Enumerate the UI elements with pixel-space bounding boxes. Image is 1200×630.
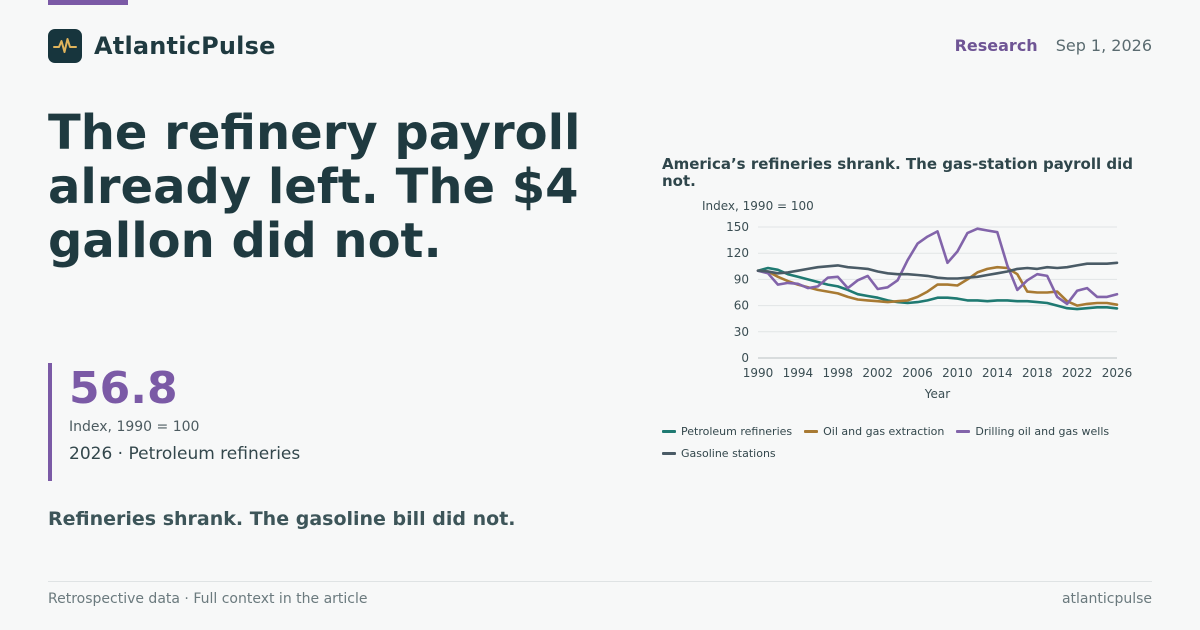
legend-swatch xyxy=(804,429,819,433)
section-link[interactable]: Research xyxy=(954,36,1038,55)
chart-legend: Petroleum refineries Oil and gas extracti… xyxy=(662,420,1152,464)
legend-swatch xyxy=(956,429,971,433)
legend-label: Oil and gas extraction xyxy=(823,424,945,438)
kpi-unit: Index, 1990 = 100 xyxy=(69,419,200,435)
x-tick-label: 2010 xyxy=(942,366,973,380)
series-line-petroleum-refineries xyxy=(756,266,1119,311)
legend-item: Oil and gas extraction xyxy=(804,420,944,442)
y-tick-label: 60 xyxy=(734,299,749,313)
footer-divider xyxy=(48,581,1152,582)
legend-label: Drilling oil and gas wells xyxy=(975,424,1110,438)
x-tick-label: 1990 xyxy=(743,366,774,380)
y-axis-label: Index, 1990 = 100 xyxy=(702,199,814,213)
brand-name: AtlanticPulse xyxy=(94,32,276,60)
legend-label: Petroleum refineries xyxy=(681,424,793,438)
chart-title: America’s refineries shrank. The gas-sta… xyxy=(662,155,1133,190)
legend-swatch xyxy=(662,451,676,455)
top-accent-bar xyxy=(48,0,128,5)
brand[interactable]: AtlanticPulse xyxy=(48,29,276,63)
legend-label: Gasoline stations xyxy=(681,446,776,460)
y-tick-label: 90 xyxy=(734,272,749,286)
x-axis-label: Year xyxy=(924,387,950,401)
pulse-icon xyxy=(48,29,82,63)
x-tick-label: 2002 xyxy=(862,366,893,380)
kpi-value: 56.8 xyxy=(69,363,178,414)
x-tick-label: 2022 xyxy=(1062,366,1093,380)
x-tick-label: 1994 xyxy=(783,366,814,380)
subhead: Refineries shrank. The gasoline bill did… xyxy=(48,508,516,530)
series-line-drilling-oil-and-gas-wells xyxy=(756,227,1119,306)
x-tick-label: 2006 xyxy=(902,366,933,380)
series-line-gasoline-stations xyxy=(756,261,1119,280)
legend-item: Drilling oil and gas wells xyxy=(956,420,1109,442)
legend-item: Gasoline stations xyxy=(662,442,776,464)
footer-handle: atlanticpulse xyxy=(1061,591,1152,607)
y-tick-label: 150 xyxy=(726,220,749,234)
x-tick-label: 1998 xyxy=(823,366,854,380)
y-tick-label: 120 xyxy=(726,246,749,260)
x-tick-label: 2026 xyxy=(1102,366,1133,380)
publish-date: Sep 1, 2026 xyxy=(1055,36,1152,55)
y-tick-label: 0 xyxy=(741,351,749,365)
legend-item: Petroleum refineries xyxy=(662,420,792,442)
kpi-callout: 56.8 Index, 1990 = 100 2026 · Petroleum … xyxy=(48,363,300,481)
header-meta: Research Sep 1, 2026 xyxy=(955,36,1152,55)
x-tick-label: 2018 xyxy=(1022,366,1053,380)
footer-note: Retrospective data · Full context in the… xyxy=(48,591,368,607)
x-tick-label: 2014 xyxy=(982,366,1013,380)
y-tick-label: 30 xyxy=(734,325,749,339)
headline: The refinery payroll already left. The $… xyxy=(48,105,581,269)
line-chart: Index, 1990 = 100 0 30 60 90 120 150 1990 1994 19… xyxy=(702,199,1133,401)
series-line-oil-and-gas-extraction xyxy=(756,265,1119,307)
kpi-caption: 2026 · Petroleum refineries xyxy=(69,444,301,464)
legend-swatch xyxy=(662,429,676,433)
